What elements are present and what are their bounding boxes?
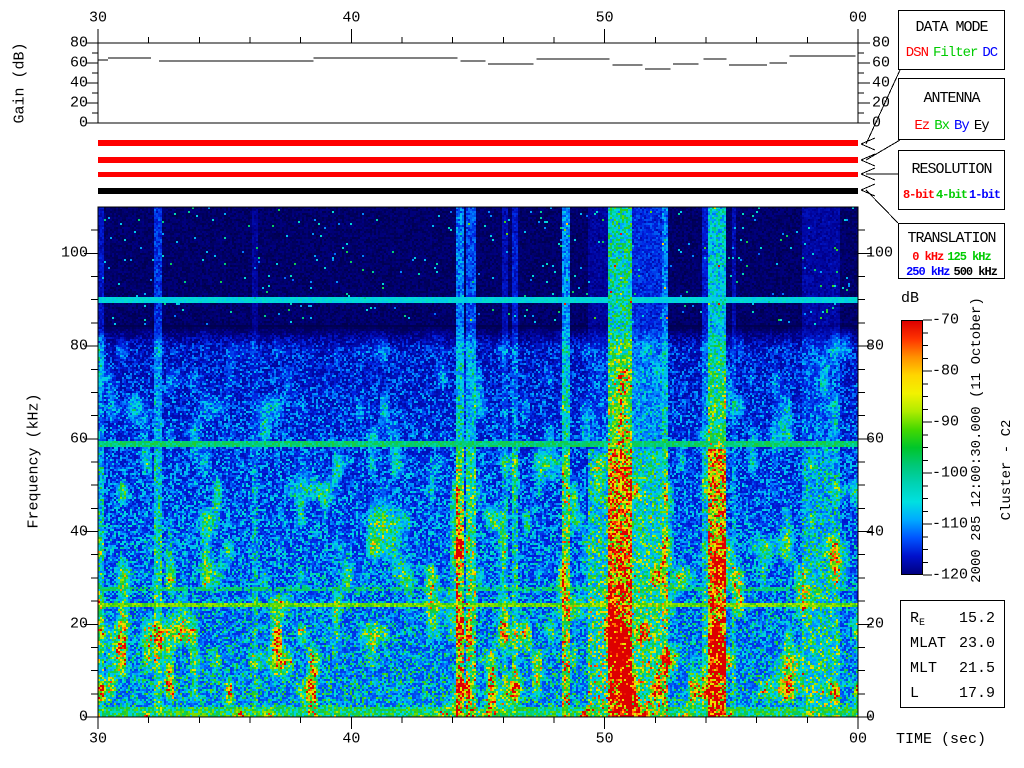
time-tick-label-bottom: 50 — [595, 730, 614, 748]
gain-ytick-label-right: 20 — [872, 94, 891, 112]
data-mode-option: Filter — [932, 45, 978, 61]
translation-box: TRANSLATION 0 kHz 125 kHz 250 kHz 500 kHz — [898, 223, 1005, 279]
data-mode-title: DATA MODE — [915, 19, 988, 36]
freq-tick-label-right: 40 — [866, 523, 885, 541]
gain-ytick-label-right: 0 — [872, 114, 882, 132]
info-value: 15.2 — [958, 610, 995, 627]
freq-tick-label-left: 80 — [69, 337, 88, 355]
translation-option: 500 kHz — [953, 265, 998, 279]
spectrogram-canvas — [98, 207, 858, 717]
data-mode-option: DSN — [905, 45, 929, 61]
freq-tick-label-right: 80 — [866, 337, 885, 355]
translation-option: 250 kHz — [906, 265, 950, 279]
time-axis-title: TIME (sec) — [896, 731, 987, 748]
colorbar-tick-label: -100 — [932, 464, 969, 482]
antenna-title: ANTENNA — [923, 90, 980, 107]
time-tick-label-top: 30 — [88, 9, 108, 27]
translation-title: TRANSLATION — [907, 230, 996, 247]
colorbar-tick-label: -110 — [932, 515, 969, 533]
freq-tick-label-left: 40 — [69, 523, 88, 541]
info-row: L 17.9 — [910, 685, 995, 710]
gain-ytick-label-left: 40 — [69, 74, 88, 92]
timestamp-vertical-label: 2000 285 12:00:30.000 (11 October) — [969, 297, 985, 583]
translation-row: 0 kHz 125 kHz — [899, 250, 1004, 265]
info-value: 23.0 — [958, 635, 995, 652]
info-row: MLT 21.5 — [910, 660, 995, 685]
freq-tick-label-left: 20 — [69, 615, 88, 633]
data-mode-option: DC — [982, 45, 998, 61]
info-label: MLT — [910, 660, 938, 677]
freq-tick-label-left: 60 — [69, 430, 88, 448]
colorbar-tick-label: -80 — [932, 362, 960, 380]
gain-ytick-label-right: 60 — [872, 54, 891, 72]
time-tick-label-top: 40 — [342, 9, 361, 27]
gain-ytick-label-left: 20 — [69, 94, 88, 112]
gain-ytick-label-right: 40 — [872, 74, 891, 92]
info-value: 17.9 — [958, 685, 995, 702]
resolution-option: 8-bit — [902, 188, 935, 202]
antenna-option: Bx — [934, 118, 950, 134]
resolution-items: 8-bit 4-bit 1-bit — [899, 188, 1004, 202]
antenna-box: ANTENNA Ez Bx By Ey — [898, 78, 1005, 140]
time-tick-label-bottom: 40 — [342, 730, 361, 748]
translation-option: 125 kHz — [947, 250, 991, 264]
info-label: RE — [910, 610, 926, 629]
antenna-option: By — [954, 118, 970, 134]
colorbar-gradient — [901, 320, 923, 575]
frequency-axis-label: Frequency (kHz) — [25, 393, 43, 529]
translation-option: 0 kHz — [912, 250, 944, 264]
info-value: 21.5 — [958, 660, 995, 677]
data-mode-box: DATA MODE DSN Filter DC — [898, 10, 1005, 70]
time-tick-label-bottom: 00 — [848, 730, 868, 748]
translation-row: 250 kHz 500 kHz — [899, 265, 1004, 280]
colorbar-tick-label: -120 — [932, 566, 969, 584]
info-label: MLAT — [910, 635, 947, 652]
resolution-option: 1-bit — [969, 188, 1001, 202]
antenna-option: Ey — [973, 118, 990, 134]
colorbar-title: dB — [901, 290, 920, 307]
colorbar-tick-label: -70 — [932, 311, 960, 329]
gain-axis-label: Gain (dB) — [11, 42, 29, 124]
colorbar-tick-label: -90 — [932, 413, 960, 431]
freq-tick-label-right: 60 — [866, 430, 885, 448]
freq-tick-label-right: 100 — [866, 244, 894, 262]
time-tick-label-top: 00 — [848, 9, 868, 27]
gain-ytick-label-left: 60 — [69, 54, 88, 72]
info-row: MLAT 23.0 — [910, 635, 995, 660]
antenna-option: Ez — [914, 118, 930, 134]
translation-rows: 0 kHz 125 kHz 250 kHz 500 kHz — [899, 250, 1004, 280]
resolution-box: RESOLUTION 8-bit 4-bit 1-bit — [898, 150, 1005, 210]
time-tick-label-top: 50 — [595, 9, 614, 27]
gain-ytick-label-right: 80 — [872, 34, 891, 52]
data-mode-items: DSN Filter DC — [899, 45, 1004, 61]
orbit-info-box: RE 15.2 MLAT 23.0 MLT 21.5 L 17.9 — [900, 600, 1005, 708]
resolution-option: 4-bit — [935, 188, 968, 202]
info-label: L — [910, 685, 920, 702]
spacecraft-vertical-label: Cluster - C2 — [999, 419, 1015, 521]
freq-tick-label-left: 0 — [78, 708, 88, 726]
antenna-items: Ez Bx By Ey — [899, 118, 1004, 134]
gain-ytick-label-left: 80 — [69, 34, 88, 52]
freq-tick-label-left: 100 — [60, 244, 88, 262]
freq-tick-label-right: 0 — [866, 708, 876, 726]
resolution-title: RESOLUTION — [911, 161, 992, 178]
gain-ytick-label-left: 0 — [78, 114, 88, 132]
time-tick-label-bottom: 30 — [88, 730, 108, 748]
freq-tick-label-right: 20 — [866, 615, 885, 633]
info-row: RE 15.2 — [910, 610, 995, 635]
